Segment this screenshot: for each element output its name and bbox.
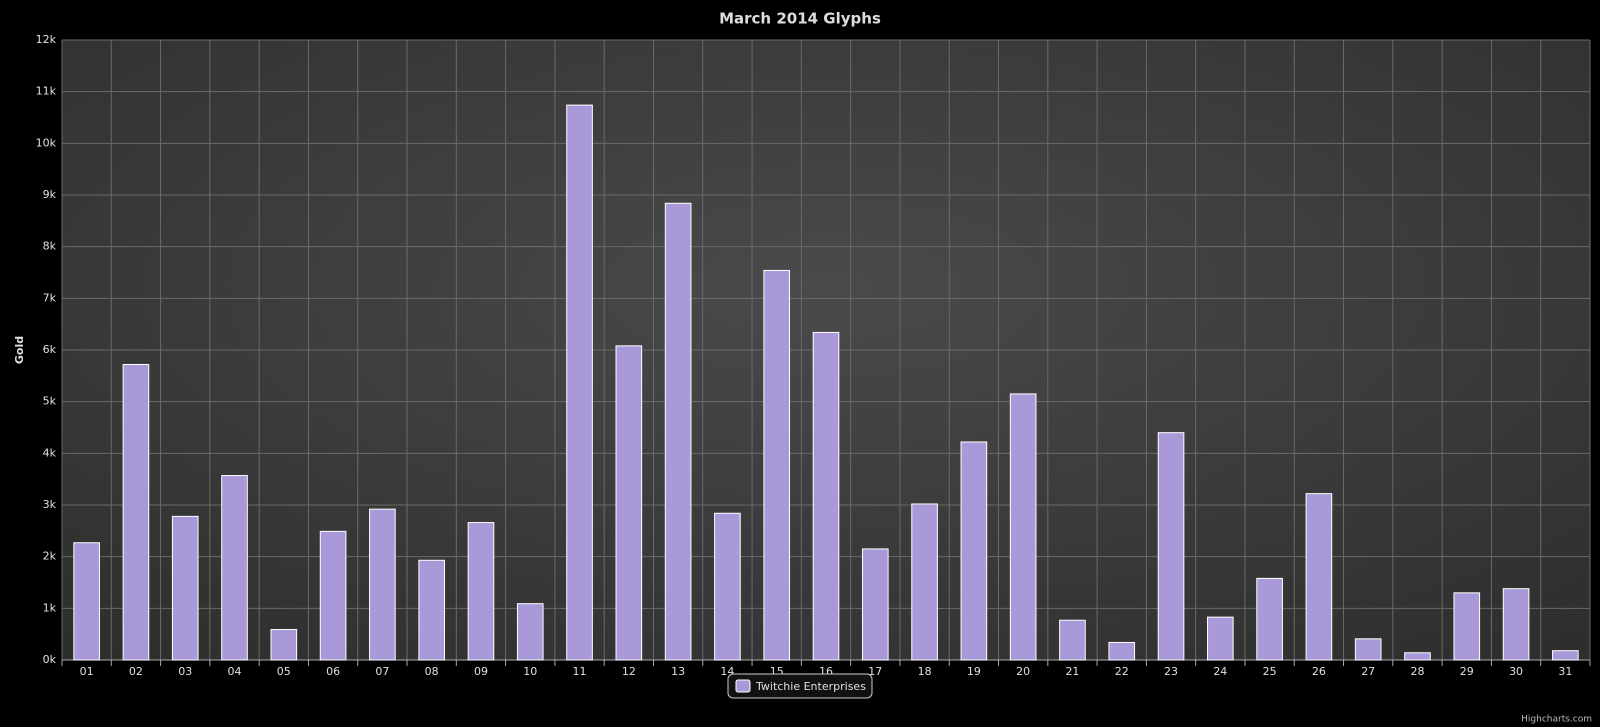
x-tick-label: 22 [1115, 665, 1129, 678]
x-tick-label: 06 [326, 665, 340, 678]
x-tick-label: 21 [1065, 665, 1079, 678]
bar [1108, 641, 1136, 661]
bar [1157, 432, 1185, 661]
x-tick-label: 19 [967, 665, 981, 678]
x-tick-label: 11 [573, 665, 587, 678]
legend-label: Twitchie Enterprises [755, 680, 866, 693]
x-tick-label: 12 [622, 665, 636, 678]
x-tick-label: 17 [868, 665, 882, 678]
bar [319, 530, 347, 661]
y-axis-label: Gold [13, 336, 26, 364]
y-tick-label: 0k [43, 653, 57, 666]
x-tick-label: 02 [129, 665, 143, 678]
x-tick-label: 27 [1361, 665, 1375, 678]
x-tick-label: 25 [1263, 665, 1277, 678]
bar [664, 202, 692, 661]
x-tick-label: 01 [80, 665, 94, 678]
x-tick-label: 04 [228, 665, 242, 678]
x-tick-label: 08 [425, 665, 439, 678]
bar [566, 104, 593, 661]
x-tick-label: 07 [375, 665, 389, 678]
bar [516, 603, 544, 661]
chart-title: March 2014 Glyphs [719, 10, 881, 28]
bar [714, 512, 741, 661]
bar [1059, 619, 1086, 661]
y-tick-label: 8k [43, 240, 57, 253]
bar [1502, 588, 1530, 661]
y-tick-label: 4k [43, 446, 57, 459]
x-tick-label: 18 [918, 665, 932, 678]
x-tick-label: 24 [1213, 665, 1227, 678]
x-tick-label: 10 [523, 665, 537, 678]
y-tick-label: 7k [43, 291, 57, 304]
y-tick-label: 2k [43, 550, 57, 563]
x-tick-label: 20 [1016, 665, 1030, 678]
y-tick-label: 10k [36, 136, 57, 149]
bar [1354, 638, 1382, 661]
x-tick-label: 05 [277, 665, 291, 678]
x-tick-label: 03 [178, 665, 192, 678]
bar [911, 503, 938, 661]
x-tick-label: 23 [1164, 665, 1178, 678]
x-tick-label: 26 [1312, 665, 1326, 678]
y-tick-label: 1k [43, 601, 57, 614]
y-tick-label: 9k [43, 188, 57, 201]
y-tick-label: 3k [43, 498, 57, 511]
legend-swatch [735, 679, 751, 693]
y-tick-label: 6k [43, 343, 57, 356]
x-tick-label: 30 [1509, 665, 1523, 678]
bar [763, 269, 791, 661]
y-tick-label: 12k [36, 33, 57, 46]
bar [1404, 652, 1431, 661]
legend-box [727, 673, 873, 699]
x-tick-label: 29 [1460, 665, 1474, 678]
bar [122, 363, 150, 661]
bar [418, 559, 445, 661]
x-tick-label: 13 [671, 665, 685, 678]
x-tick-label: 28 [1410, 665, 1424, 678]
x-tick-label: 31 [1558, 665, 1572, 678]
bar [1256, 577, 1283, 661]
bar [1453, 592, 1481, 661]
bar [73, 542, 100, 661]
bar [369, 508, 396, 661]
bar [861, 548, 889, 661]
bar [1009, 393, 1037, 661]
bar [270, 629, 298, 661]
bar [615, 345, 643, 661]
bar [1552, 650, 1579, 661]
bar [467, 522, 495, 661]
bar [812, 331, 840, 661]
bar [1207, 616, 1234, 661]
bar [960, 441, 988, 661]
y-tick-label: 5k [43, 395, 57, 408]
bar [171, 515, 199, 661]
bar [1305, 493, 1333, 661]
y-tick-label: 11k [36, 85, 57, 98]
bar [221, 475, 248, 661]
credits: Highcharts.com [1521, 715, 1592, 725]
x-tick-label: 09 [474, 665, 488, 678]
